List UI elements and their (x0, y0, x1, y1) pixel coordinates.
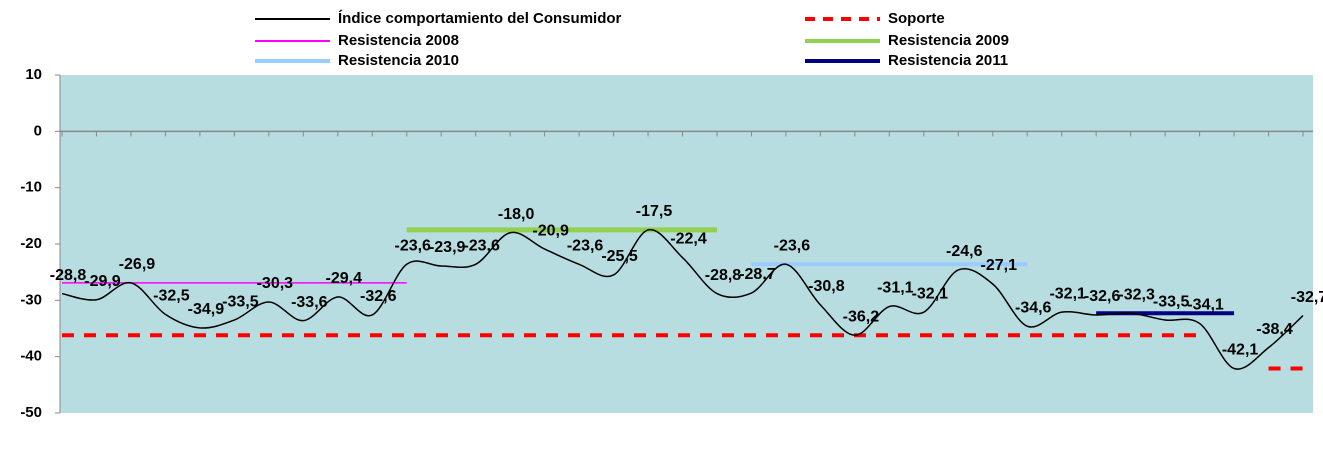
y-tick-label: -20 (20, 235, 42, 252)
data-label: -27,1 (981, 257, 1018, 274)
y-tick-label: -40 (20, 348, 42, 365)
y-tick-label: -50 (20, 404, 42, 421)
y-tick-label: -10 (20, 179, 42, 196)
data-label: -24,6 (946, 243, 983, 260)
data-label: -20,9 (532, 222, 569, 239)
data-label: -23,6 (394, 237, 431, 254)
data-label: -34,1 (1187, 297, 1224, 314)
data-label: -32,6 (360, 288, 397, 305)
data-label: -32,6 (1084, 288, 1121, 305)
legend-label: Resistencia 2011 (888, 52, 1008, 69)
legend-label: Resistencia 2008 (338, 32, 459, 49)
data-label: -42,1 (1222, 342, 1259, 359)
legend-label: Índice comportamiento del Consumidor (338, 10, 622, 27)
legend-label: Soporte (888, 10, 945, 27)
data-label: -32,1 (912, 285, 949, 302)
data-label: -25,5 (601, 248, 638, 265)
data-label: -32,1 (1049, 285, 1086, 302)
data-label: -34,6 (1015, 299, 1052, 316)
data-label: -38,4 (1256, 321, 1293, 338)
data-label: -32,3 (1118, 287, 1155, 304)
series-line (62, 333, 1303, 371)
data-label: -30,8 (808, 278, 845, 295)
y-tick-label: -30 (20, 291, 42, 308)
data-label: -36,2 (843, 308, 880, 325)
data-label: -17,5 (636, 203, 673, 220)
data-label: -23,9 (429, 239, 466, 256)
data-label: -28,8 (50, 267, 87, 284)
series-line (61, 229, 1304, 370)
data-label: -23,6 (463, 237, 500, 254)
data-label: -22,4 (670, 231, 707, 248)
data-label: -28,7 (739, 266, 776, 283)
data-label: -34,9 (188, 301, 225, 318)
data-label: -32,7 (1291, 289, 1323, 306)
data-label: -31,1 (877, 280, 914, 297)
data-label: -33,6 (291, 294, 328, 311)
data-label: -29,4 (326, 270, 363, 287)
y-tick-label: 10 (25, 66, 42, 83)
data-label: -23,6 (567, 237, 604, 254)
data-label: -26,9 (119, 256, 156, 273)
data-label: -28,8 (705, 267, 742, 284)
legend-label: Resistencia 2010 (338, 52, 459, 69)
data-label: -33,5 (1153, 293, 1190, 310)
y-tick-label: 0 (34, 122, 42, 139)
data-label: -33,5 (222, 293, 259, 310)
data-label: -23,6 (774, 237, 811, 254)
data-label: -29,9 (84, 273, 121, 290)
data-label: -30,3 (257, 275, 294, 292)
data-label: -32,5 (153, 288, 190, 305)
legend-label: Resistencia 2009 (888, 32, 1009, 49)
data-label: -18,0 (498, 206, 535, 223)
